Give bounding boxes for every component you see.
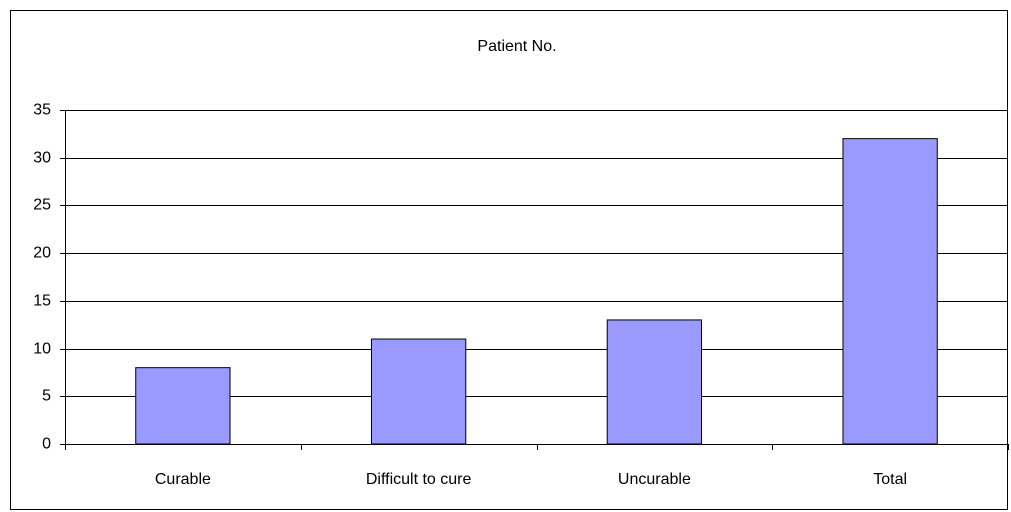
bar <box>370 338 467 445</box>
y-tick-label: 20 <box>33 245 51 262</box>
x-tick-label: Curable <box>155 471 211 488</box>
bar <box>135 367 231 445</box>
bar <box>842 138 938 445</box>
y-tick-label: 5 <box>42 388 51 405</box>
x-tick-label: Total <box>873 471 907 488</box>
x-tick-label: Difficult to cure <box>366 471 472 488</box>
bar <box>606 319 703 445</box>
y-tick-label: 15 <box>33 293 51 310</box>
y-tick-label: 35 <box>33 102 51 119</box>
x-tick-label: Uncurable <box>618 471 691 488</box>
y-tick-label: 25 <box>33 197 51 214</box>
y-tick-label: 0 <box>42 436 51 453</box>
chart-title: Patient No. <box>477 38 556 55</box>
y-tick-label: 30 <box>33 150 51 167</box>
y-tick-label: 10 <box>33 341 51 358</box>
